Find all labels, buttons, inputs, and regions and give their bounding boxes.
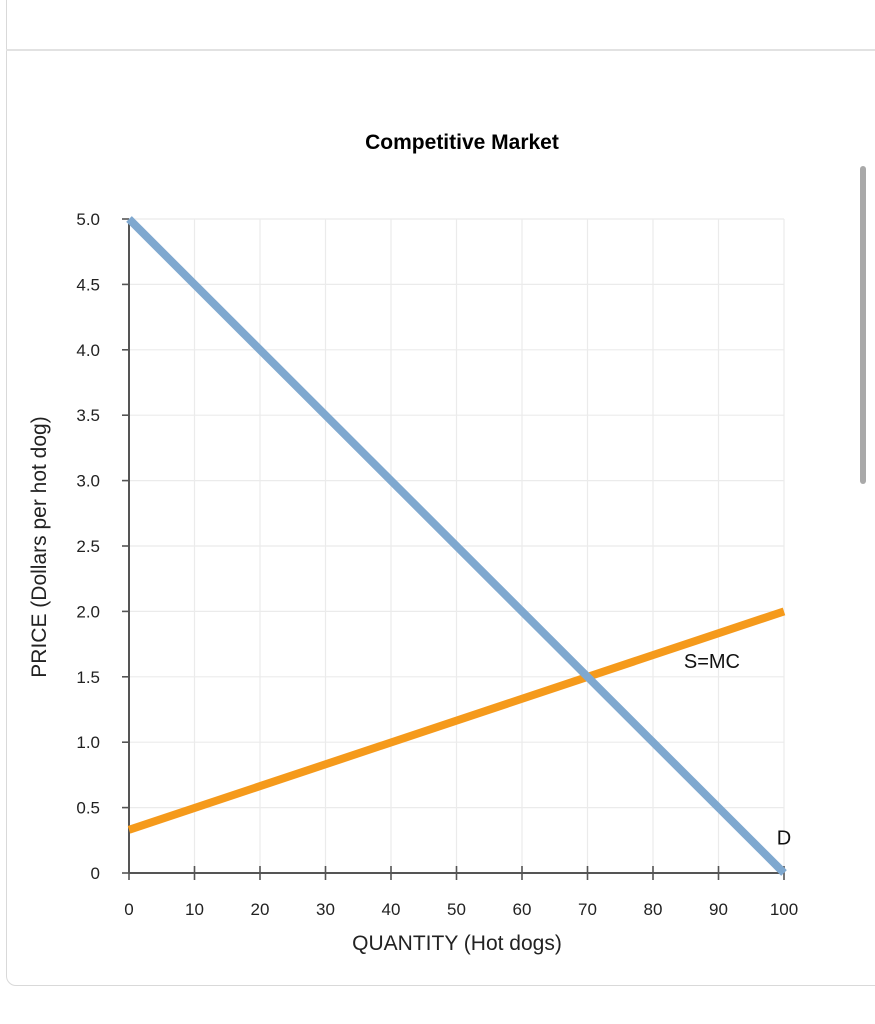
demand-curve-label: D — [777, 828, 791, 850]
chart-title: Competitive Market — [365, 131, 559, 154]
y-axis-title: PRICE (Dollars per hot dog) — [28, 416, 51, 677]
labels: D S=MC — [684, 651, 791, 850]
demand-curve — [126, 216, 787, 876]
series — [126, 216, 787, 876]
x-tick-label: 80 — [644, 900, 663, 919]
y-tick-label: 4.0 — [76, 341, 100, 360]
x-axis-title: QUANTITY (Hot dogs) — [352, 932, 562, 955]
panel-divider — [6, 49, 875, 51]
supply-curve-label: S=MC — [684, 651, 740, 673]
y-tick-label: 0 — [91, 864, 100, 883]
x-tick-label: 60 — [513, 900, 532, 919]
question-panel — [6, 0, 875, 986]
x-tick-label: 100 — [770, 900, 798, 919]
axes: 0 10 20 30 40 50 60 70 80 90 100 0 0.5 1.0 1.5 2.0 2.5 3.… — [76, 210, 798, 919]
x-tick-label: 90 — [709, 900, 728, 919]
y-tick-label: 1.0 — [76, 733, 100, 752]
scrollbar-thumb[interactable] — [860, 166, 866, 484]
supply-curve — [127, 607, 786, 834]
x-tick-label: 70 — [578, 900, 597, 919]
y-tick-label: 4.5 — [76, 275, 100, 294]
y-tick-label: 2.0 — [76, 602, 100, 621]
y-tick-label: 3.5 — [76, 406, 100, 425]
x-tick-label: 50 — [447, 900, 466, 919]
y-tick-label: 2.5 — [76, 537, 100, 556]
y-tick-label: 0.5 — [76, 799, 100, 818]
x-tick-label: 10 — [185, 900, 204, 919]
x-tick-label: 30 — [316, 900, 335, 919]
y-tick-label: 1.5 — [76, 668, 100, 687]
grid — [129, 218, 785, 873]
y-tick-label: 5.0 — [76, 210, 100, 229]
y-tick-label: 3.0 — [76, 472, 100, 491]
x-tick-label: 0 — [124, 900, 133, 919]
x-tick-label: 20 — [251, 900, 270, 919]
x-tick-label: 40 — [382, 900, 401, 919]
